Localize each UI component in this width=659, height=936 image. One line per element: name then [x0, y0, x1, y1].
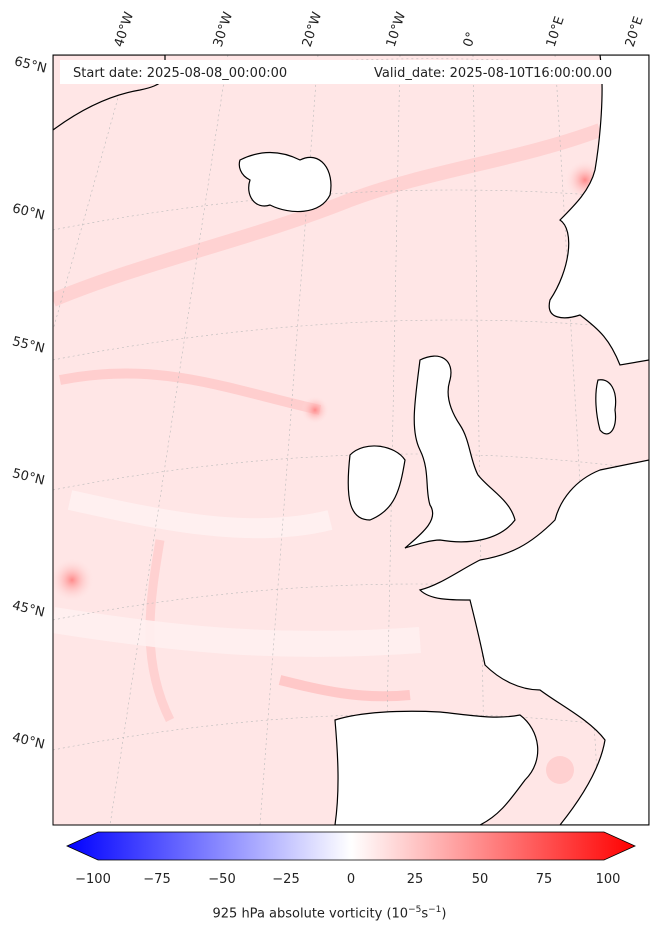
colorbar-title: 925 hPa absolute vorticity (10−5s−1) — [212, 905, 447, 922]
header-band — [60, 60, 638, 84]
colorbar-tick: 50 — [471, 872, 489, 887]
great-britain — [404, 355, 516, 549]
map-panel — [53, 55, 649, 825]
colorbar — [66, 831, 636, 861]
colorbar-tick: −100 — [75, 872, 111, 887]
denmark — [595, 379, 617, 435]
vorticity-streak — [59, 368, 322, 415]
sea-field — [53, 55, 649, 825]
iberia — [334, 710, 539, 825]
vorticity-streak — [53, 123, 603, 307]
land — [53, 55, 649, 825]
colorbar-tick: 100 — [595, 872, 621, 887]
colorbar-tick: −75 — [143, 872, 171, 887]
ireland — [347, 445, 406, 521]
vorticity-streak — [53, 607, 421, 657]
vorticity-streak — [67, 490, 333, 539]
vorticity-max — [546, 756, 574, 784]
colorbar-bar — [66, 831, 636, 861]
colorbar-tick: −25 — [272, 872, 300, 887]
map-frame — [52, 54, 650, 826]
colorbar-tick: 0 — [346, 872, 356, 887]
colorbar-tick: −50 — [208, 872, 236, 887]
vorticity-max — [53, 558, 94, 602]
valid-date-label: Valid_date: 2025-08-10T16:00:00.00 — [374, 66, 613, 81]
scandinavia — [548, 55, 649, 366]
continent — [418, 459, 649, 825]
colorbar-tick: 75 — [535, 872, 553, 887]
vorticity-max — [301, 396, 329, 424]
start-date-label: Start date: 2025-08-08_00:00:00 — [73, 66, 288, 81]
vorticity-streak — [278, 675, 411, 702]
iceland — [238, 151, 332, 213]
colorbar-tick: 25 — [406, 872, 424, 887]
